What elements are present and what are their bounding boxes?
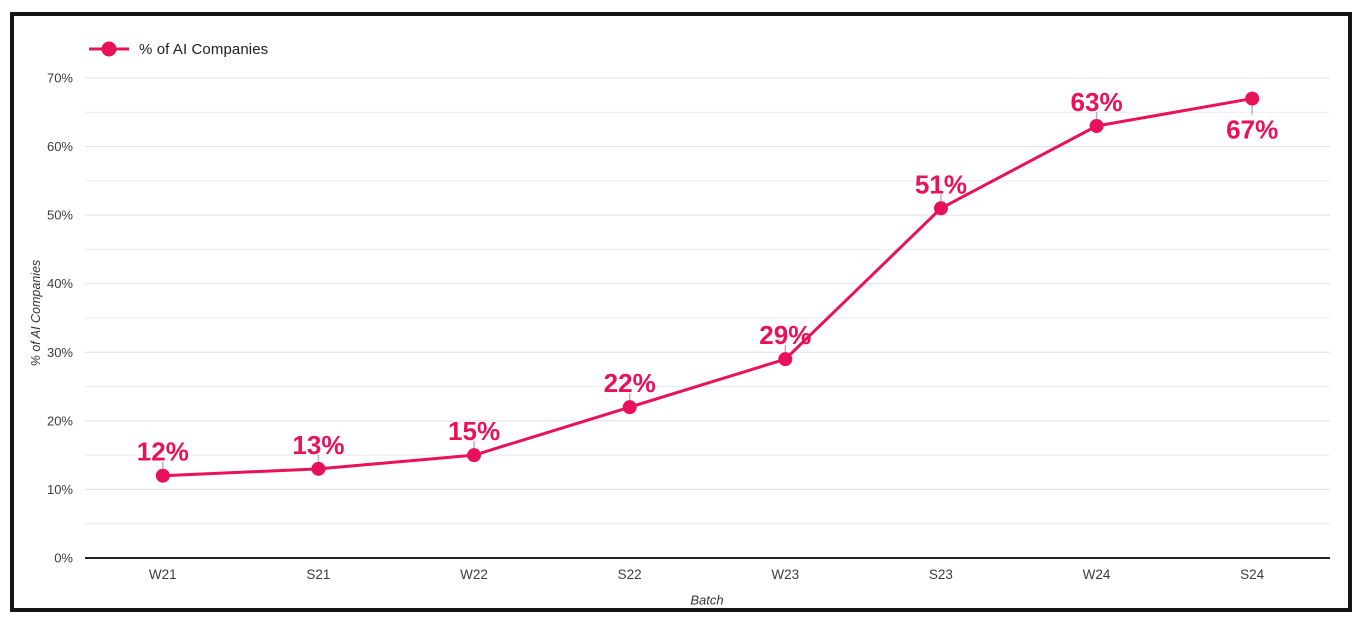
x-tick-label: W22 [460,567,488,582]
data-point-label: 67% [1226,115,1278,145]
data-point[interactable] [778,352,793,367]
y-tick-label: 20% [47,413,73,428]
x-tick-label: W21 [149,567,177,582]
x-tick-label: S21 [306,567,330,582]
data-point[interactable] [1089,119,1104,133]
data-point-label: 13% [292,430,344,460]
data-point[interactable] [155,468,170,483]
y-tick-label: 60% [47,139,73,154]
y-tick-label: 10% [47,482,73,497]
x-tick-label: S22 [618,567,642,582]
y-tick-label: 0% [54,551,73,566]
data-point[interactable] [933,201,948,216]
legend-line-marker-icon [89,41,129,57]
data-point-label: 12% [137,437,189,467]
data-point-label: 22% [604,368,656,398]
legend: % of AI Companies [88,38,268,60]
x-tick-label: S24 [1240,567,1265,582]
data-point[interactable] [1245,91,1260,106]
data-point[interactable] [622,400,637,415]
data-point[interactable] [311,461,326,476]
x-axis-title: Batch [690,592,724,608]
legend-item-label: % of AI Companies [139,40,269,58]
data-point-label: 15% [448,416,500,446]
y-tick-label: 40% [47,276,73,291]
series-line [161,97,1254,478]
legend-item-ai-companies[interactable]: % of AI Companies [88,40,268,58]
y-tick-label: 50% [47,208,73,223]
data-point-label: 63% [1071,87,1123,117]
data-point[interactable] [467,448,482,463]
data-point-label: 51% [915,169,967,199]
data-point-label: 29% [759,320,811,350]
y-tick-label: 30% [47,345,73,360]
y-tick-label: 70% [47,71,73,86]
x-tick-label: W24 [1083,567,1111,582]
y-axis-title: % of AI Companies [29,259,43,367]
x-tick-label: S23 [929,567,953,582]
x-tick-label: W23 [771,567,799,582]
